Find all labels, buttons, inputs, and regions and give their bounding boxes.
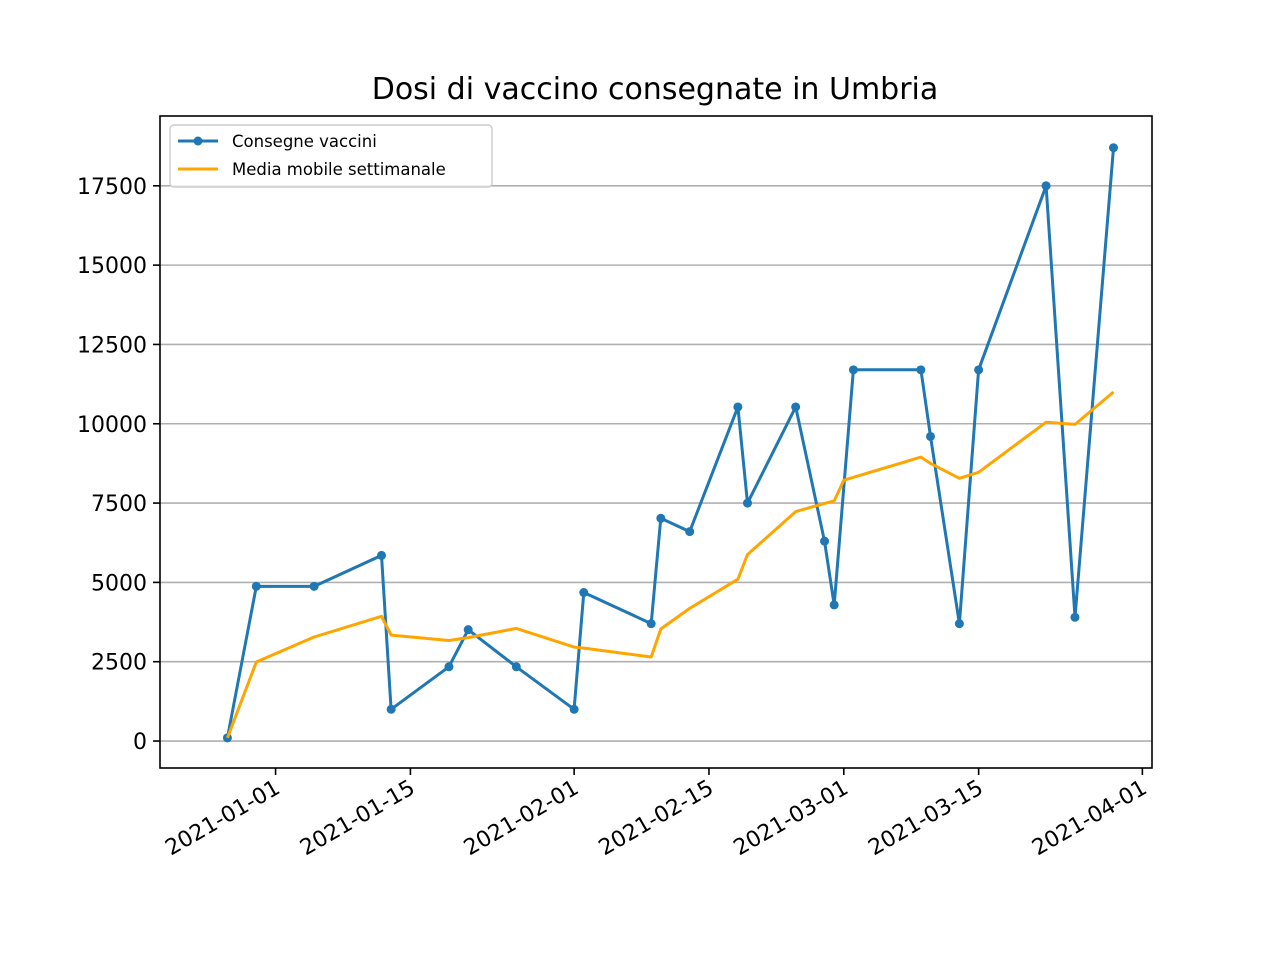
data-point: [444, 662, 454, 672]
data-point: [829, 600, 839, 610]
y-tick-label: 2500: [91, 651, 147, 676]
y-tick-label: 7500: [91, 492, 147, 517]
data-point: [1070, 612, 1080, 622]
y-tick-label: 17500: [77, 175, 147, 200]
series-layer: [222, 143, 1118, 743]
data-point: [511, 662, 521, 672]
data-point: [569, 704, 579, 714]
data-point: [791, 402, 801, 412]
data-point: [685, 527, 695, 537]
data-point: [954, 619, 964, 629]
data-point: [251, 581, 261, 591]
legend-label-consegne: Consegne vaccini: [232, 132, 377, 151]
data-point: [820, 536, 830, 546]
data-point: [463, 625, 473, 635]
data-point: [1041, 181, 1051, 191]
y-axis: 0 2500 5000 7500 10000 12500 15000 17500: [77, 175, 160, 755]
legend-box: [169, 124, 493, 188]
data-point: [974, 365, 984, 375]
y-tick-label: 15000: [77, 254, 147, 279]
data-point: [646, 619, 656, 629]
y-tick-label: 12500: [77, 333, 147, 358]
y-tick-label: 0: [133, 730, 147, 755]
data-point: [656, 513, 666, 523]
series-line-0: [225, 147, 1115, 739]
series-line-1: [225, 390, 1115, 739]
data-point: [733, 402, 743, 412]
data-point: [377, 550, 387, 560]
legend-marker-consegne: [193, 136, 203, 146]
legend-label-media-mobile: Media mobile settimanale: [232, 160, 446, 179]
chart-title: Dosi di vaccino consegnate in Umbria: [372, 72, 939, 107]
data-point: [742, 498, 752, 508]
data-point: [309, 581, 319, 591]
y-tick-label: 5000: [91, 571, 147, 596]
y-tick-label: 10000: [77, 413, 147, 438]
legend: Consegne vaccini Media mobile settimanal…: [169, 124, 493, 188]
data-point: [1108, 143, 1118, 153]
data-point: [916, 365, 926, 375]
data-point: [579, 588, 589, 598]
data-point: [386, 704, 396, 714]
data-point: [848, 365, 858, 375]
plot-frame: [159, 115, 1153, 769]
data-point: [925, 431, 935, 441]
